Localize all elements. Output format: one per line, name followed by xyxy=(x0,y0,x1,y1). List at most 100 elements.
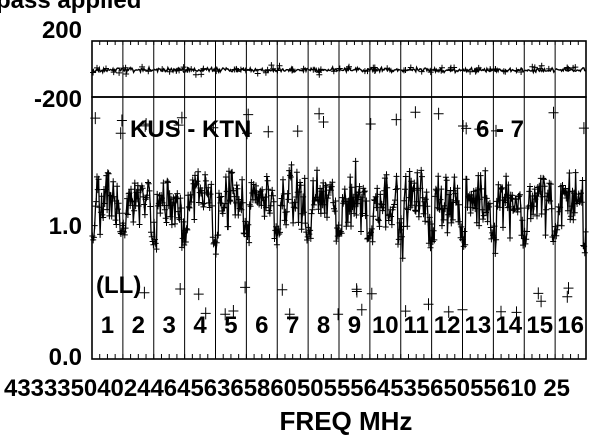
amp-series-channel-7 xyxy=(276,164,309,241)
amp-ytick-bottom: 0.0 xyxy=(49,344,82,371)
phase-point xyxy=(300,65,307,72)
phase-point xyxy=(371,68,378,74)
amp-marks xyxy=(89,106,589,321)
amp-series-channel-12 xyxy=(431,176,463,242)
amp-outlier-point xyxy=(193,288,204,301)
channel-label-12: 12 xyxy=(434,312,461,339)
phase-point xyxy=(346,63,352,70)
phase-point xyxy=(192,71,199,78)
amp-outlier-point xyxy=(391,113,402,126)
channel-label-9: 9 xyxy=(348,312,361,339)
amp-points-channel-14 xyxy=(490,172,527,257)
phase-point xyxy=(439,64,445,71)
phase-point xyxy=(502,68,509,75)
phase-point xyxy=(274,67,281,74)
phase-point xyxy=(103,65,109,72)
phase-point xyxy=(316,69,322,76)
phase-point xyxy=(336,65,343,72)
amp-series-channel-13 xyxy=(462,170,494,247)
polarization-label: (LL) xyxy=(96,272,141,299)
amp-points-channel-5 xyxy=(212,167,249,258)
amp-outlier-point xyxy=(578,122,589,135)
phase-point xyxy=(145,68,152,75)
amp-outlier-point xyxy=(318,116,329,128)
channel-label-10: 10 xyxy=(372,312,399,339)
amp-outlier-point xyxy=(139,286,150,299)
amp-points-channel-7 xyxy=(274,161,311,244)
phase-point xyxy=(427,69,434,76)
phase-point xyxy=(94,64,100,71)
amp-points-channel-2 xyxy=(120,179,157,249)
phase-point xyxy=(545,65,552,72)
phase-point xyxy=(487,66,494,73)
phase-point xyxy=(213,68,220,75)
phase-point xyxy=(564,65,571,72)
channel-label-6: 6 xyxy=(255,312,268,339)
amp-points-channel-6 xyxy=(243,173,280,249)
amp-outlier-point xyxy=(365,118,376,130)
channel-label-5: 5 xyxy=(224,312,237,339)
phase-series-channel-14 xyxy=(493,65,525,74)
amp-outlier-point xyxy=(228,305,239,317)
channel-label-16: 16 xyxy=(557,312,584,339)
amp-outlier-point xyxy=(496,305,506,318)
amp-outlier-point xyxy=(284,308,295,321)
chart-title: pass applied xyxy=(0,0,141,14)
channel-label-8: 8 xyxy=(317,312,330,339)
amp-outlier-point xyxy=(491,124,501,137)
amp-outlier-point xyxy=(351,283,362,296)
amp-points-channel-13 xyxy=(459,167,496,250)
phase-point xyxy=(231,66,238,73)
amp-outlier-point xyxy=(292,125,303,138)
amp-outlier-point xyxy=(356,303,367,316)
phase-point xyxy=(242,67,249,74)
baseline-suffix: 6 - 7 xyxy=(476,116,524,143)
amp-outlier-point xyxy=(511,306,522,319)
amp-points-channel-8 xyxy=(305,166,342,245)
phase-point xyxy=(330,68,337,75)
phase-point xyxy=(276,62,283,69)
phase-ytick-top: 200 xyxy=(42,17,82,44)
phase-point xyxy=(492,66,499,72)
phase-point xyxy=(447,64,454,71)
amp-points-channel-1 xyxy=(89,169,126,244)
phase-point xyxy=(198,71,205,78)
amp-points-channel-9 xyxy=(336,157,373,243)
amp-outlier-point xyxy=(457,303,468,316)
amp-outlier-point xyxy=(140,119,151,132)
amp-outlier-point xyxy=(563,282,574,295)
channel-label-1: 1 xyxy=(101,312,114,339)
phase-point xyxy=(472,68,479,75)
phase-point xyxy=(116,69,123,76)
phase-point xyxy=(529,63,536,70)
phase-point xyxy=(270,65,277,72)
channel-label-2: 2 xyxy=(132,312,145,339)
amp-points-channel-16 xyxy=(552,169,589,257)
phase-point xyxy=(110,69,117,76)
amp-outlier-point xyxy=(176,111,187,124)
amp-points-channel-15 xyxy=(521,174,558,248)
phase-point xyxy=(90,69,97,76)
amp-outlier-point xyxy=(433,107,444,120)
phase-point xyxy=(384,65,391,72)
phase-point xyxy=(402,67,409,73)
amp-ytick-mid: 1.0 xyxy=(49,213,82,240)
phase-point xyxy=(166,68,173,75)
x-tick-labels: 4333350402446456365860505556453565055610… xyxy=(4,375,570,402)
phase-point xyxy=(188,66,195,73)
amp-outlier-point xyxy=(443,305,454,318)
amp-outlier-point xyxy=(220,308,231,321)
amp-outlier-point xyxy=(175,283,186,295)
phase-point xyxy=(418,68,425,75)
amp-outlier-point xyxy=(141,118,152,131)
amp-outlier-point xyxy=(458,120,468,132)
amp-points-channel-4 xyxy=(182,168,219,248)
amp-outlier-point xyxy=(423,298,434,311)
amp-outlier-point xyxy=(116,114,127,127)
phase-point xyxy=(407,64,414,71)
channel-label-15: 15 xyxy=(526,312,553,339)
phase-series-channel-16 xyxy=(555,67,586,73)
amp-outlier-point xyxy=(533,287,544,300)
phase-series-channel-6 xyxy=(246,65,277,74)
amp-outlier-point xyxy=(173,119,184,132)
